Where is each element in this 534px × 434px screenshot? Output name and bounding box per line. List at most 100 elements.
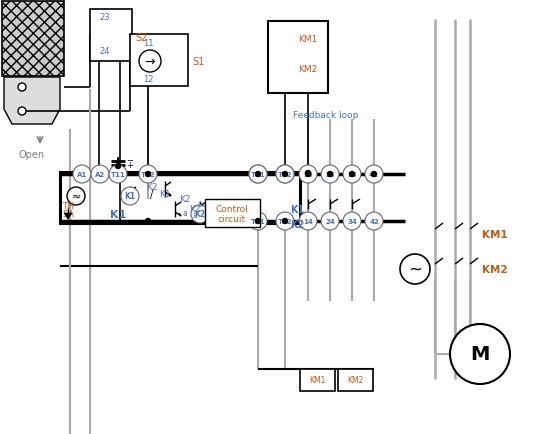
Bar: [338, 369, 373, 391]
Text: KM1: KM1: [482, 230, 508, 240]
Circle shape: [139, 166, 157, 184]
Bar: [2, 2, 64, 77]
Text: −: −: [126, 156, 133, 165]
Text: 12: 12: [143, 76, 153, 84]
Text: M: M: [470, 345, 490, 364]
Text: +: +: [126, 161, 133, 170]
Circle shape: [276, 213, 294, 230]
Bar: [60, 173, 300, 224]
Text: 33: 33: [347, 171, 357, 178]
Circle shape: [115, 164, 121, 169]
Text: S1: S1: [192, 57, 204, 67]
Text: /: /: [151, 190, 154, 200]
Circle shape: [305, 172, 310, 177]
Circle shape: [73, 166, 91, 184]
Text: TH: TH: [62, 202, 74, 211]
Circle shape: [145, 172, 151, 177]
Circle shape: [191, 206, 209, 224]
Text: K1: K1: [124, 192, 136, 201]
Text: circuit: circuit: [218, 215, 246, 224]
Bar: [205, 200, 260, 227]
Circle shape: [255, 172, 261, 177]
Text: ≈: ≈: [72, 191, 81, 201]
Text: ~: ~: [408, 260, 422, 278]
Circle shape: [145, 219, 151, 224]
Text: KM1: KM1: [298, 36, 317, 44]
Circle shape: [249, 166, 267, 184]
Circle shape: [67, 187, 85, 206]
Text: 24: 24: [325, 218, 335, 224]
Circle shape: [400, 254, 430, 284]
Text: T21: T21: [250, 218, 265, 224]
Circle shape: [321, 166, 339, 184]
Circle shape: [305, 171, 310, 176]
Circle shape: [249, 213, 267, 230]
Text: →: →: [145, 56, 155, 68]
Text: K2: K2: [189, 205, 201, 214]
Text: a: a: [183, 209, 187, 218]
Circle shape: [282, 219, 287, 224]
Polygon shape: [4, 78, 60, 125]
Polygon shape: [64, 214, 72, 220]
Text: K2: K2: [290, 220, 304, 230]
Circle shape: [139, 51, 161, 73]
Text: T21: T21: [250, 171, 265, 178]
Text: K1: K1: [159, 190, 171, 199]
Bar: [130, 35, 188, 87]
Circle shape: [343, 166, 361, 184]
Bar: [300, 369, 335, 391]
Circle shape: [109, 166, 127, 184]
Text: S2: S2: [135, 33, 147, 43]
Text: K2: K2: [194, 210, 206, 219]
Text: K2: K2: [146, 183, 158, 192]
Circle shape: [365, 166, 383, 184]
Circle shape: [121, 187, 139, 206]
Circle shape: [372, 172, 376, 177]
Text: Feedback loop: Feedback loop: [293, 110, 358, 119]
Text: 14: 14: [303, 218, 313, 224]
Text: KM1: KM1: [309, 376, 325, 385]
Circle shape: [450, 324, 510, 384]
Bar: [268, 22, 328, 94]
Text: 23: 23: [100, 13, 111, 23]
Text: Control: Control: [216, 205, 248, 214]
Circle shape: [327, 172, 333, 177]
Text: a: a: [193, 211, 198, 220]
Bar: [90, 10, 132, 62]
Text: T22: T22: [278, 218, 292, 224]
Text: KM2: KM2: [298, 66, 317, 74]
Text: 23: 23: [325, 171, 335, 178]
Text: KM2: KM2: [347, 376, 363, 385]
Text: T22: T22: [278, 171, 292, 178]
Text: T11: T11: [111, 171, 125, 178]
Text: T12: T12: [140, 171, 155, 178]
Text: 34: 34: [347, 218, 357, 224]
Text: 41: 41: [369, 171, 379, 178]
Text: T₁: T₁: [254, 171, 262, 178]
Text: A2: A2: [95, 171, 105, 178]
Circle shape: [18, 84, 26, 92]
Circle shape: [276, 166, 294, 184]
Circle shape: [282, 172, 287, 177]
Circle shape: [255, 219, 261, 224]
Text: K2: K2: [179, 195, 191, 204]
Text: a: a: [198, 200, 202, 209]
Text: Open: Open: [18, 150, 44, 160]
Text: A1: A1: [77, 171, 87, 178]
Circle shape: [91, 166, 109, 184]
Text: 11: 11: [143, 39, 153, 47]
Text: 42: 42: [369, 218, 379, 224]
Text: KM2: KM2: [482, 264, 508, 274]
Circle shape: [343, 213, 361, 230]
Circle shape: [365, 213, 383, 230]
Circle shape: [18, 108, 26, 116]
Text: 13: 13: [303, 171, 313, 178]
Circle shape: [276, 166, 294, 184]
Text: SA: SA: [62, 210, 74, 219]
Circle shape: [299, 166, 317, 184]
Circle shape: [321, 213, 339, 230]
Circle shape: [299, 213, 317, 230]
Text: 24: 24: [100, 47, 110, 56]
Circle shape: [249, 166, 267, 184]
Circle shape: [349, 172, 355, 177]
